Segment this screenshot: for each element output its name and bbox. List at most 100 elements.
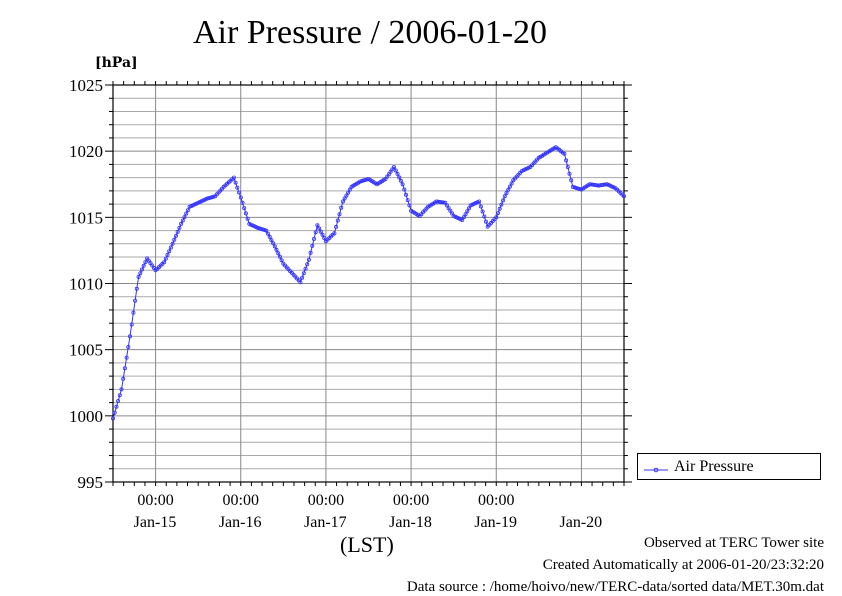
y-tick-label: 1005 <box>69 341 103 360</box>
data-point <box>483 219 488 224</box>
data-point <box>562 151 567 156</box>
data-point <box>116 398 121 403</box>
data-point <box>322 235 327 240</box>
data-point <box>347 187 352 192</box>
data-point <box>114 404 119 409</box>
data-point <box>167 249 172 254</box>
data-point <box>170 241 175 246</box>
data-point <box>622 194 627 199</box>
data-point <box>569 178 574 183</box>
data-point <box>209 195 214 200</box>
data-point <box>565 164 570 169</box>
data-point <box>337 212 342 217</box>
data-point <box>260 227 265 232</box>
data-point <box>308 250 313 255</box>
data-point <box>463 212 468 217</box>
legend: Air Pressure <box>637 453 821 480</box>
chart-title: Air Pressure / 2006-01-20 <box>192 14 548 51</box>
data-point <box>139 267 144 272</box>
y-tick-label: 995 <box>78 473 104 492</box>
data-point <box>478 204 483 209</box>
x-day-label: Jan-18 <box>389 514 432 531</box>
data-point <box>507 184 512 189</box>
data-point <box>172 237 177 242</box>
data-point <box>180 218 185 223</box>
data-point <box>279 258 284 263</box>
data-point <box>243 211 248 216</box>
data-point <box>441 200 446 205</box>
series-line <box>112 146 625 419</box>
data-point <box>236 190 241 195</box>
data-point <box>395 171 400 176</box>
data-point <box>461 215 466 220</box>
data-point <box>165 252 170 257</box>
y-tick-label: 1015 <box>69 208 103 227</box>
data-point <box>211 194 216 199</box>
data-point <box>460 217 465 222</box>
y-tick-label: 1020 <box>69 142 103 161</box>
data-point <box>185 208 190 213</box>
data-point <box>311 236 316 241</box>
data-point <box>133 298 138 303</box>
y-tick-label: 1010 <box>69 275 103 294</box>
data-point <box>346 190 351 195</box>
data-point <box>208 195 213 200</box>
data-point <box>340 199 345 204</box>
data-point <box>179 221 184 226</box>
plot-frame <box>112 84 625 483</box>
data-point <box>121 376 126 381</box>
legend-marker-icon <box>644 462 668 472</box>
data-point <box>175 229 180 234</box>
x-day-label: Jan-17 <box>304 514 347 531</box>
data-point <box>162 260 167 265</box>
x-time-label: 00:00 <box>137 492 173 509</box>
data-point <box>141 263 146 268</box>
data-point <box>334 224 339 229</box>
data-point <box>245 216 250 221</box>
data-point <box>570 184 575 189</box>
data-point <box>407 203 412 208</box>
data-point <box>269 238 274 243</box>
data-point <box>127 334 132 339</box>
data-point <box>240 200 245 205</box>
data-point <box>242 206 247 211</box>
data-point <box>310 243 315 248</box>
data-point <box>393 168 398 173</box>
data-point <box>136 274 141 279</box>
data-point <box>495 211 500 216</box>
data-point <box>315 223 320 228</box>
x-time-label: 00:00 <box>308 492 344 509</box>
data-point <box>357 179 362 184</box>
data-point <box>499 202 504 207</box>
data-point <box>574 185 579 190</box>
data-point <box>134 286 139 291</box>
data-point <box>259 226 264 231</box>
data-point <box>448 208 453 213</box>
data-point <box>124 355 129 360</box>
data-point <box>265 231 270 236</box>
data-point <box>332 231 337 236</box>
data-point <box>400 182 405 187</box>
data-point <box>305 262 310 267</box>
data-point <box>363 177 368 182</box>
data-point <box>509 181 514 186</box>
data-point <box>272 244 277 249</box>
legend-label: Air Pressure <box>674 457 754 475</box>
x-time-label: 00:00 <box>478 492 514 509</box>
data-point <box>477 199 482 204</box>
x-day-label: Jan-20 <box>560 514 603 531</box>
data-point <box>397 175 402 180</box>
data-point <box>466 206 471 211</box>
data-point <box>317 226 322 231</box>
data-point <box>300 275 305 280</box>
data-point <box>182 215 187 220</box>
y-tick-label: 1000 <box>69 407 103 426</box>
data-point <box>339 205 344 210</box>
data-point <box>497 206 502 211</box>
data-point <box>398 178 403 183</box>
data-point <box>264 228 269 233</box>
data-point <box>122 366 127 371</box>
data-point <box>502 194 507 199</box>
data-point <box>298 280 303 285</box>
